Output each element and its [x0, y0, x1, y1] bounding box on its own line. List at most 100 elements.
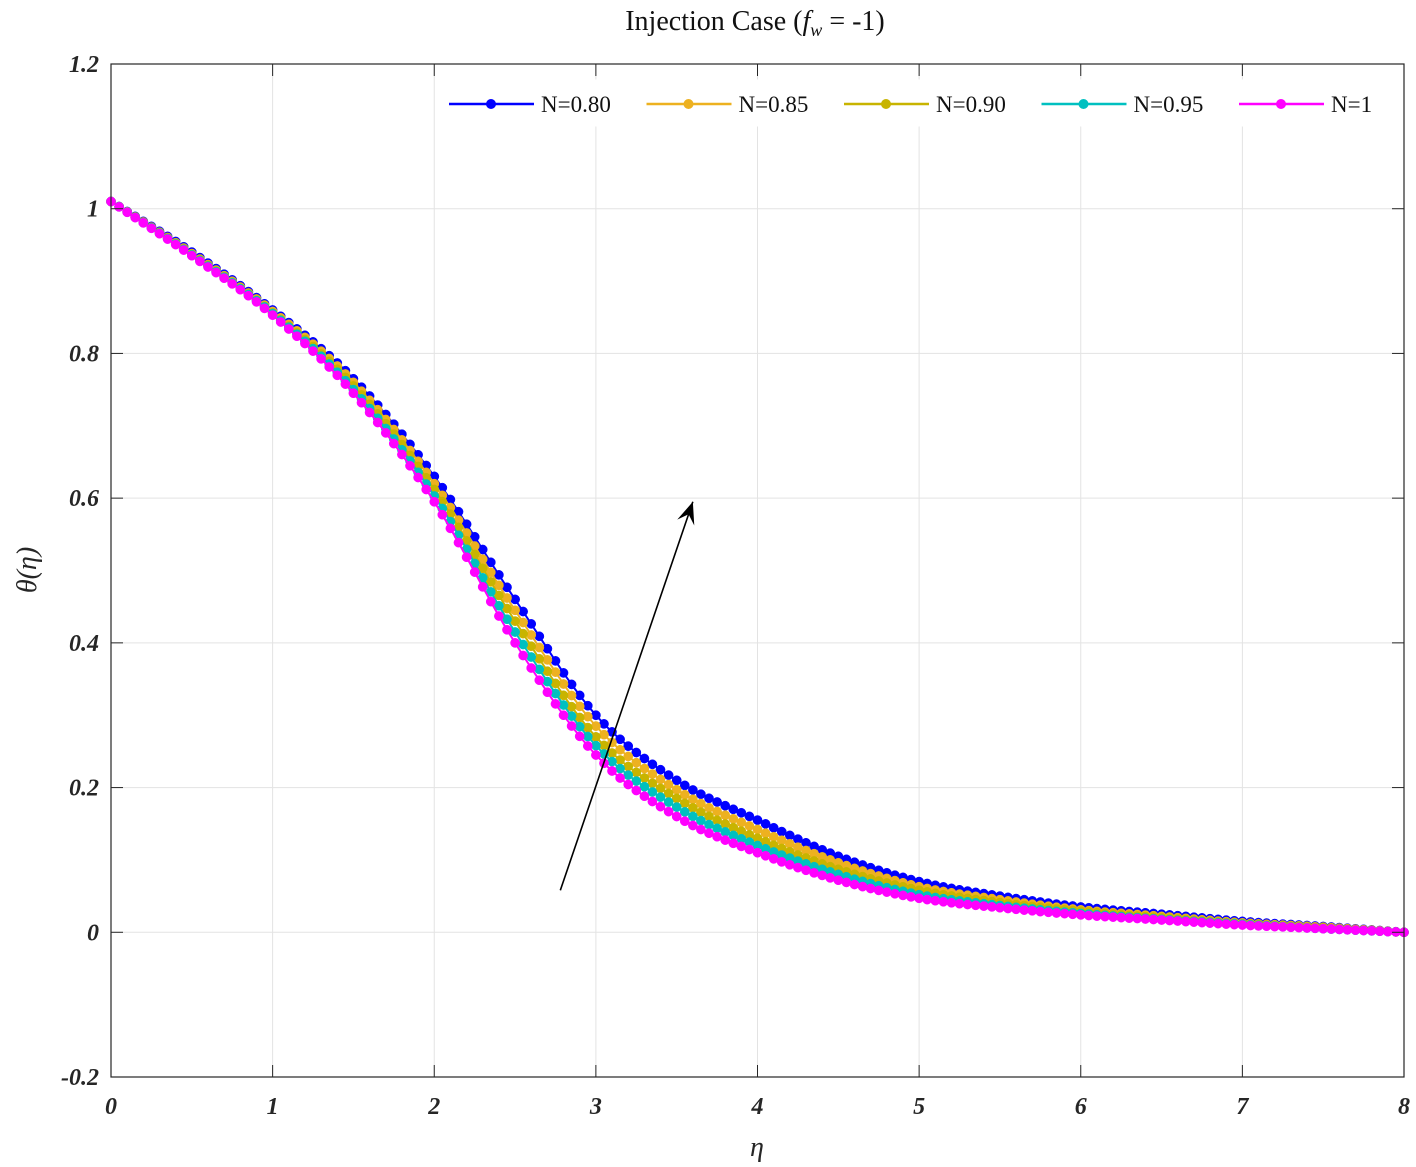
- series-marker: [1124, 913, 1135, 923]
- series-marker: [704, 828, 714, 839]
- series-marker: [582, 722, 593, 733]
- series-marker: [1334, 924, 1345, 935]
- series-marker: [599, 729, 609, 740]
- series-marker: [1011, 904, 1021, 915]
- series-marker: [1140, 914, 1151, 924]
- series-marker: [566, 690, 577, 701]
- series-marker: [704, 819, 714, 830]
- series-marker: [1051, 908, 1062, 918]
- series-marker: [744, 844, 755, 855]
- series-marker: [801, 865, 811, 876]
- y-tick-label: 1: [87, 197, 99, 223]
- series-marker: [203, 262, 213, 272]
- series-marker: [558, 710, 569, 721]
- y-axis-label: θ(η): [12, 547, 43, 593]
- series-marker: [219, 273, 229, 284]
- y-tick-label: 0.8: [69, 341, 99, 367]
- x-axis-label: η: [750, 1132, 764, 1163]
- series-marker: [1100, 911, 1110, 922]
- series-marker: [485, 596, 496, 607]
- series-marker: [275, 317, 286, 327]
- series-marker: [1310, 923, 1320, 934]
- series-marker: [283, 324, 294, 334]
- series-marker: [970, 900, 981, 911]
- series-marker: [502, 582, 512, 593]
- legend-swatch-marker: [881, 99, 891, 109]
- series-marker: [639, 773, 650, 783]
- x-tick-label: 6: [1075, 1094, 1087, 1120]
- series-marker: [534, 631, 545, 642]
- series-marker: [688, 803, 698, 813]
- series-marker: [542, 676, 553, 687]
- series-marker: [1302, 923, 1312, 933]
- data-point: [1076, 910, 1086, 920]
- y-tick-label: 0.6: [69, 486, 99, 512]
- series-marker: [639, 791, 650, 802]
- plot-area: [106, 63, 1409, 1078]
- annotation-layer: [559, 501, 695, 891]
- legend-entry: N=0.90: [844, 92, 1006, 117]
- series-marker: [1342, 924, 1353, 935]
- y-tick-label: 0.4: [69, 631, 99, 657]
- series-marker: [962, 899, 973, 910]
- series-marker: [300, 338, 310, 349]
- series-marker: [599, 740, 609, 751]
- series-marker: [760, 850, 771, 861]
- series-marker: [663, 770, 674, 780]
- series-marker: [776, 826, 787, 837]
- series-marker: [647, 787, 658, 797]
- data-point: [429, 471, 439, 481]
- series-marker: [170, 239, 181, 250]
- series-marker: [550, 656, 561, 666]
- series-marker: [243, 290, 254, 301]
- series-marker: [712, 831, 722, 842]
- series-marker: [639, 763, 650, 774]
- series-marker: [639, 781, 650, 792]
- series-marker: [631, 776, 642, 786]
- series-N=1: [106, 196, 1409, 938]
- series-marker: [704, 802, 714, 813]
- x-tick-label: 4: [751, 1094, 764, 1120]
- series-marker: [1108, 912, 1118, 922]
- series-marker: [623, 761, 634, 772]
- series-marker: [574, 701, 585, 712]
- series-marker: [744, 811, 755, 822]
- x-tick-label: 1: [267, 1094, 279, 1120]
- x-tick-label: 5: [913, 1094, 925, 1120]
- x-tick-label: 8: [1398, 1094, 1410, 1120]
- data-point: [429, 497, 439, 507]
- series-marker: [720, 810, 731, 821]
- series-marker: [623, 741, 634, 751]
- data-point: [752, 815, 763, 825]
- series-marker: [324, 362, 335, 372]
- series-marker: [413, 472, 423, 483]
- series-marker: [316, 354, 326, 364]
- series-marker: [1253, 921, 1264, 931]
- series-marker: [696, 807, 706, 818]
- series-marker: [518, 639, 528, 650]
- series-marker: [688, 811, 698, 822]
- series-marker: [437, 509, 448, 520]
- series-marker: [1350, 925, 1361, 935]
- series-marker: [1366, 925, 1377, 936]
- series-marker: [227, 279, 238, 289]
- x-tick-label: 3: [589, 1094, 602, 1120]
- data-point: [591, 750, 601, 760]
- series-marker: [1148, 914, 1159, 925]
- series-marker: [1229, 919, 1240, 930]
- series-marker: [1189, 917, 1199, 927]
- series-marker: [542, 643, 553, 654]
- series-marker: [574, 731, 585, 742]
- data-point: [268, 310, 278, 320]
- data-point: [672, 785, 682, 795]
- data-point: [672, 793, 682, 804]
- series-marker: [582, 731, 593, 742]
- series-marker: [1132, 913, 1143, 924]
- series-marker: [526, 630, 537, 640]
- series-marker: [784, 830, 795, 841]
- series-marker: [364, 407, 375, 418]
- data-point: [591, 732, 601, 742]
- series-marker: [582, 700, 593, 711]
- y-tick-label: 1.2: [69, 52, 99, 78]
